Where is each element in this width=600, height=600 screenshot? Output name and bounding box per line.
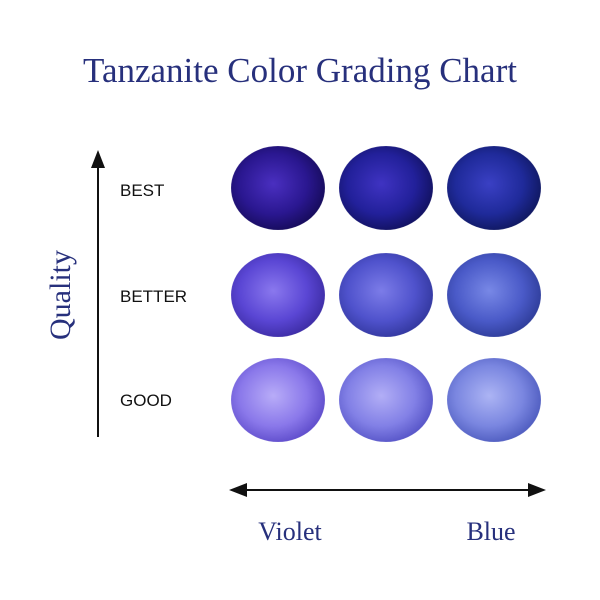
y-axis-arrowhead xyxy=(91,150,105,168)
row-label: GOOD xyxy=(120,391,172,410)
x-axis-arrowhead xyxy=(229,483,247,497)
gem xyxy=(446,145,542,231)
gem xyxy=(230,252,326,338)
row-label: BEST xyxy=(120,181,164,200)
gem xyxy=(230,145,326,231)
row-label: BETTER xyxy=(120,287,187,306)
x-axis-arrowhead xyxy=(528,483,546,497)
gem xyxy=(338,145,434,231)
gem xyxy=(338,252,434,338)
title: Tanzanite Color Grading Chart xyxy=(83,51,517,90)
y-axis-label: Quality xyxy=(44,250,77,340)
gem xyxy=(230,357,326,443)
x-axis-label: Blue xyxy=(466,517,515,546)
gem xyxy=(446,357,542,443)
x-axis-label: Violet xyxy=(258,517,322,546)
gem xyxy=(446,252,542,338)
gem xyxy=(338,357,434,443)
gem-grid xyxy=(230,145,542,443)
